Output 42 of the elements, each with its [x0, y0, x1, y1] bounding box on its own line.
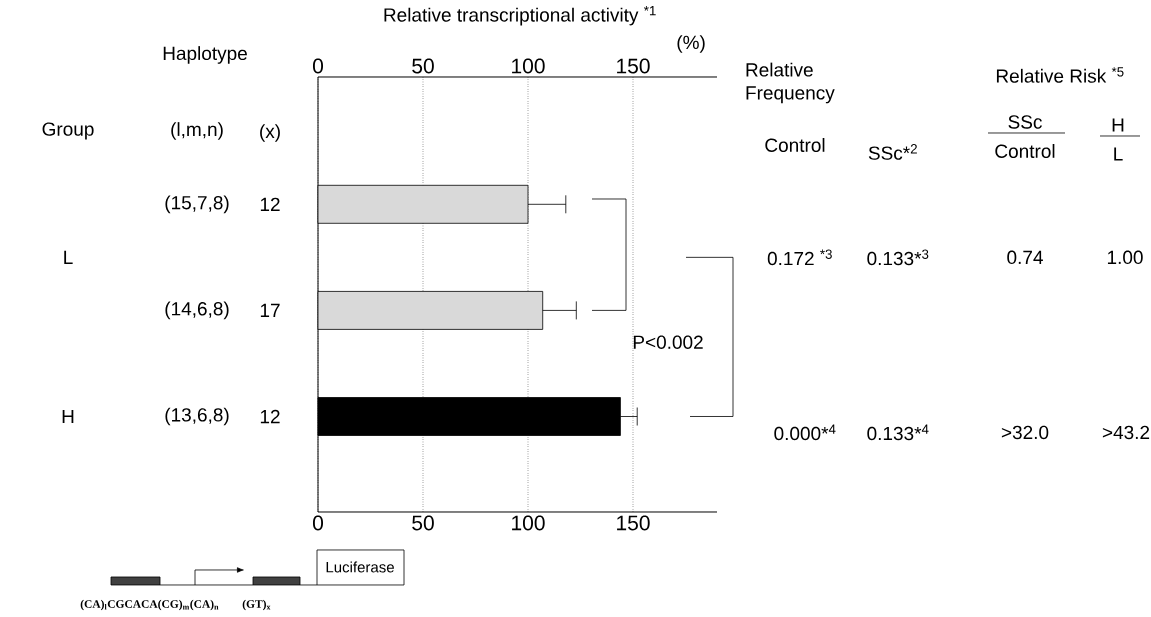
text: (x) — [260, 124, 280, 142]
x-tick-label: 150 — [617, 515, 650, 531]
text: (CA)$_{l}$CGCACA(CG)$_{m}$(CA)$_{n}$ — [80, 599, 219, 611]
text: Relative Frequency — [746, 62, 835, 104]
chart-title: Relative transcriptional activity $^{*1}$ — [384, 6, 656, 26]
text: 0.74 — [1007, 250, 1043, 265]
text: (GT)$_{x}$ — [242, 599, 271, 611]
text: L — [1114, 147, 1123, 161]
x2-tick-label: 150 — [617, 58, 650, 74]
x-tick-label: 50 — [412, 515, 434, 531]
x-tick-label: 100 — [512, 515, 545, 531]
text: 0.172 $^{*3}$ — [767, 249, 832, 266]
text: >43.2 — [1102, 425, 1150, 440]
text: Luciferase — [326, 561, 394, 573]
text: Relative Risk $^{*5}$ — [996, 67, 1124, 83]
annotation: P<0.002 — [633, 335, 703, 349]
text: 0.133*$^{3}$ — [867, 249, 929, 266]
text: 17 — [260, 303, 280, 317]
text: Group — [42, 122, 94, 140]
x-axis-title: (%) — [677, 35, 705, 53]
text: Haplotype — [163, 46, 247, 64]
text: (l,m,n) — [171, 122, 223, 140]
text: L — [64, 250, 73, 264]
text: >32.0 — [1001, 425, 1049, 440]
x2-tick-label: 100 — [512, 58, 545, 74]
x2-tick-label: 0 — [312, 58, 324, 74]
text: SSc — [1008, 115, 1042, 129]
text: 1.00 — [1107, 250, 1143, 265]
x-tick-label: 0 — [312, 515, 324, 531]
y-tick-label: (13,6,8) — [165, 407, 229, 426]
x2-tick-label: 50 — [412, 58, 434, 74]
text: H — [62, 409, 74, 424]
text: Control — [995, 144, 1055, 158]
text: H — [1112, 118, 1124, 132]
text: Control — [765, 138, 825, 152]
text: SSc*$^{2}$ — [868, 144, 917, 160]
text: 0.133*$^{4}$ — [867, 424, 929, 441]
text: 12 — [260, 409, 280, 424]
y-tick-label: (14,6,8) — [165, 301, 229, 320]
text: 12 — [260, 197, 280, 211]
text: 0.000*$^{4}$ — [774, 424, 836, 441]
y-tick-label: (15,7,8) — [165, 195, 229, 214]
